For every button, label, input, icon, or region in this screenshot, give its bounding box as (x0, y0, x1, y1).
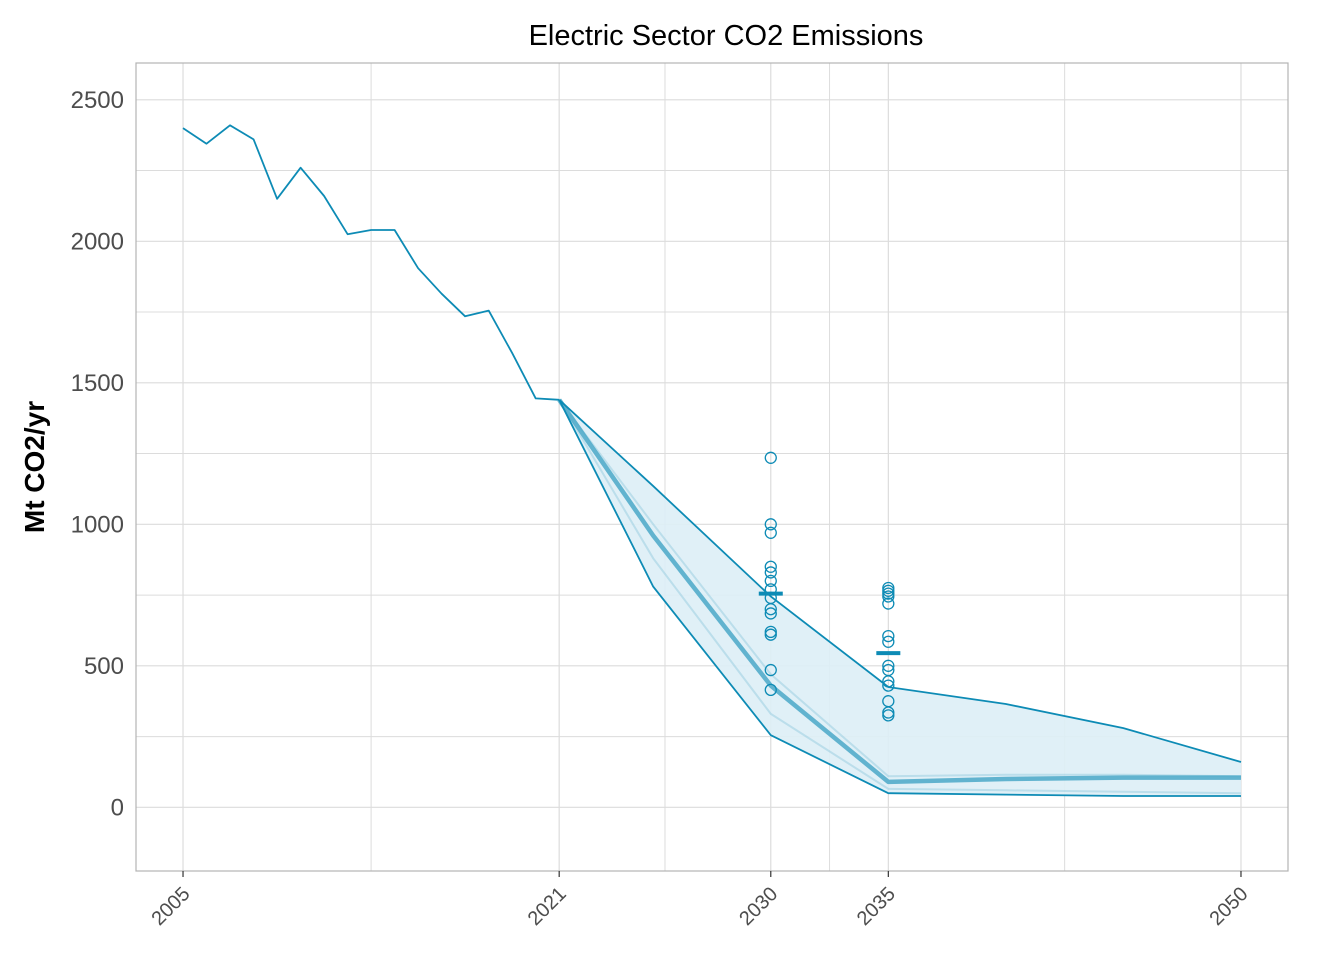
scenario-point (764, 683, 777, 697)
scenario-point (764, 526, 777, 539)
y-axis-label: Mt CO2/yr (19, 401, 50, 533)
panel-border (135, 62, 1289, 872)
scenario-point (882, 581, 895, 595)
scenario-point (764, 628, 777, 641)
y-tick-label: 2000 (71, 228, 124, 255)
y-tick-label: 2500 (71, 87, 124, 114)
scenario-point (764, 663, 777, 677)
scenario-point (882, 635, 895, 648)
chart-title: Electric Sector CO2 Emissions (529, 20, 924, 52)
historical-line (182, 124, 560, 401)
scenario-point (882, 629, 895, 643)
scenario-point (882, 679, 895, 692)
scenario-markers (758, 451, 901, 722)
scenario-point (882, 706, 895, 719)
scenario-point (764, 607, 777, 620)
scenario-line (558, 399, 1242, 795)
median-projection-line (557, 398, 1241, 785)
scenario-point (882, 587, 895, 600)
scenario-point (764, 574, 777, 588)
scenario-line (558, 399, 1242, 778)
scenario-point (882, 709, 895, 722)
scenario-point (882, 597, 895, 610)
y-tick-label: 1500 (71, 370, 124, 397)
projection-range-area (559, 399, 1241, 796)
y-tick-label: 500 (84, 653, 124, 680)
scenario-point (882, 584, 895, 597)
scenario-point (882, 659, 895, 672)
scenario-point (882, 675, 895, 688)
scenario-point (764, 518, 777, 531)
grid (136, 63, 1288, 871)
scenario-point (764, 451, 777, 464)
projection-band (559, 399, 1241, 796)
y-tick-label: 1000 (71, 511, 124, 538)
y-tick-label: 0 (111, 794, 124, 821)
scenario-point (882, 590, 895, 603)
scenario-point (764, 603, 777, 616)
scenario-point (764, 560, 777, 573)
scenario-point (764, 625, 777, 639)
projection-lower-line (558, 399, 1241, 797)
scenario-point (764, 566, 777, 579)
